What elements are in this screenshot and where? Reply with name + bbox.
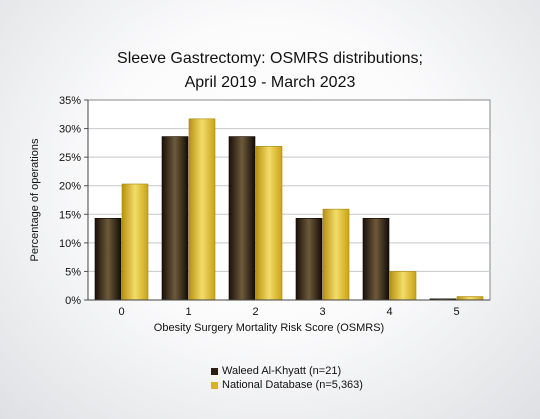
y-tick-label: 35% [59, 95, 81, 107]
chart-title-line2: April 2019 - March 2023 [184, 74, 356, 91]
bar-0-3 [295, 217, 323, 301]
y-tick-label: 30% [59, 124, 81, 136]
y-tick-label: 10% [59, 238, 81, 250]
plot-area [87, 99, 491, 301]
bar-1-3 [322, 208, 350, 301]
y-tick-label: 20% [59, 181, 81, 193]
bar-0-1 [161, 136, 189, 301]
bar-1-1 [188, 118, 216, 301]
bar-1-0 [121, 183, 149, 301]
x-axis-label: Obesity Surgery Mortality Risk Score (OS… [154, 322, 384, 334]
x-tick-label: 3 [319, 306, 325, 318]
y-axis-label: Percentage of operations [29, 138, 41, 261]
x-tick-label: 4 [386, 306, 392, 318]
legend-label: Waleed Al-Khyatt (n=21) [222, 365, 342, 377]
legend-label: National Database (n=5,363) [222, 379, 363, 391]
legend-item-series-1: National Database (n=5,363) [211, 379, 363, 391]
legend-item-series-0: Waleed Al-Khyatt (n=21) [211, 365, 341, 377]
chart-title-line1: Sleeve Gastrectomy: OSMRS distributions; [117, 50, 423, 67]
legend-swatch [211, 367, 218, 375]
bar-1-2 [255, 145, 283, 301]
x-tick-label: 1 [185, 306, 191, 318]
bar-0-0 [94, 217, 122, 301]
bar-1-4 [389, 271, 417, 301]
bar-0-2 [228, 136, 256, 301]
x-tick-label: 2 [252, 306, 258, 318]
x-tick-label: 0 [118, 306, 124, 318]
y-tick-label: 25% [59, 152, 81, 164]
legend-swatch [211, 381, 218, 389]
bar-0-4 [362, 217, 390, 301]
x-tick-label: 5 [453, 306, 459, 318]
y-tick-label: 0% [65, 295, 81, 307]
bar-1-5 [456, 296, 484, 301]
y-tick-label: 5% [65, 266, 81, 278]
y-tick-label: 15% [59, 209, 81, 221]
